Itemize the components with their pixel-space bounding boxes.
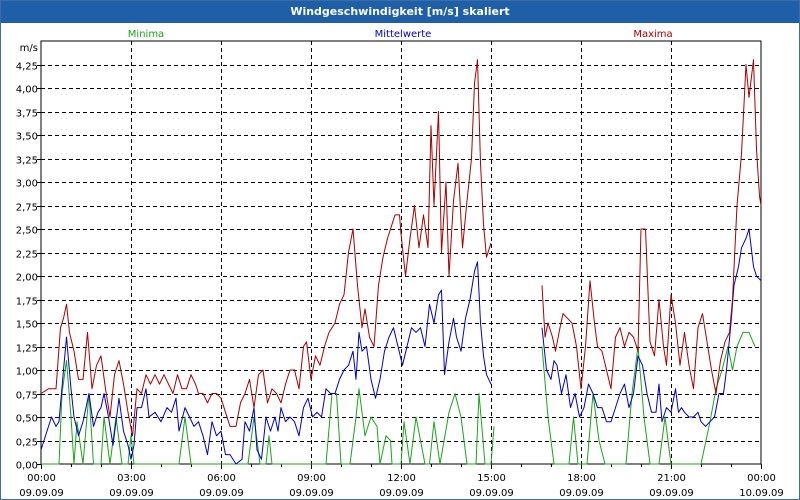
x-tick-time-label: 12:00 — [387, 473, 416, 484]
y-tick-label: 3,00 — [16, 179, 38, 190]
y-tick-label: 0,00 — [16, 461, 38, 472]
y-axis-label: m/s — [20, 43, 38, 54]
x-tick-date-label: 09.09.09 — [559, 488, 604, 499]
y-tick-label: 3,50 — [16, 132, 38, 143]
y-tick-label: 0,25 — [16, 438, 38, 449]
legend-maxima: Maxima — [633, 29, 672, 40]
x-tick-time-label: 00:00 — [27, 473, 56, 484]
legend-minima: Minima — [128, 29, 164, 40]
y-tick-label: 4,00 — [16, 85, 38, 96]
x-tick-date-label: 09.09.09 — [649, 488, 694, 499]
legend-mittelwerte: Mittelwerte — [375, 29, 432, 40]
x-tick-date-label: 09.09.09 — [19, 488, 64, 499]
y-tick-label: 3,75 — [16, 109, 38, 120]
y-tick-label: 0,50 — [16, 414, 38, 425]
chart-canvas: 0,00 0,25 0,50 0,75 1,00 1,25 1,50 1,75 2,00 2,25… — [16, 29, 784, 499]
series-line-mittelwerte — [40, 261, 492, 465]
y-tick-label: 1,75 — [16, 297, 38, 308]
y-tick-label: 1,25 — [16, 344, 38, 355]
x-tick-time-label: 18:00 — [567, 473, 596, 484]
y-tick-label: 1,50 — [16, 320, 38, 331]
x-tick-date-label: 09.09.09 — [379, 488, 424, 499]
x-tick-date-label: 09.09.09 — [469, 488, 514, 499]
series-line-maxima — [40, 59, 492, 437]
series-line-mittelwerte — [541, 228, 762, 427]
y-tick-label: 2,00 — [16, 273, 38, 284]
series-line-maxima — [541, 59, 762, 394]
y-tick-label: 2,50 — [16, 226, 38, 237]
y-tick-label: 4,25 — [16, 62, 38, 73]
x-tick-time-label: 15:00 — [477, 473, 506, 484]
x-tick-time-label: 03:00 — [117, 473, 146, 484]
window-title: Windgeschwindigkeit [m/s] skaliert — [1, 1, 799, 23]
y-tick-label: 0,75 — [16, 391, 38, 402]
y-tick-label: 1,00 — [16, 367, 38, 378]
x-tick-date-label: 09.09.09 — [109, 488, 154, 499]
x-tick-date-label: 10.09.09 — [739, 488, 784, 499]
x-tick-date-label: 09.09.09 — [199, 488, 244, 499]
x-tick-time-label: 06:00 — [207, 473, 236, 484]
x-tick-date-label: 09.09.09 — [289, 488, 334, 499]
x-tick-time-label: 21:00 — [657, 473, 686, 484]
series-line-minima — [541, 331, 756, 465]
x-tick-time-label: 00:00 — [747, 473, 776, 484]
y-tick-label: 2,25 — [16, 250, 38, 261]
y-tick-label: 2,75 — [16, 203, 38, 214]
x-tick-time-label: 09:00 — [297, 473, 326, 484]
y-tick-label: 3,25 — [16, 156, 38, 167]
